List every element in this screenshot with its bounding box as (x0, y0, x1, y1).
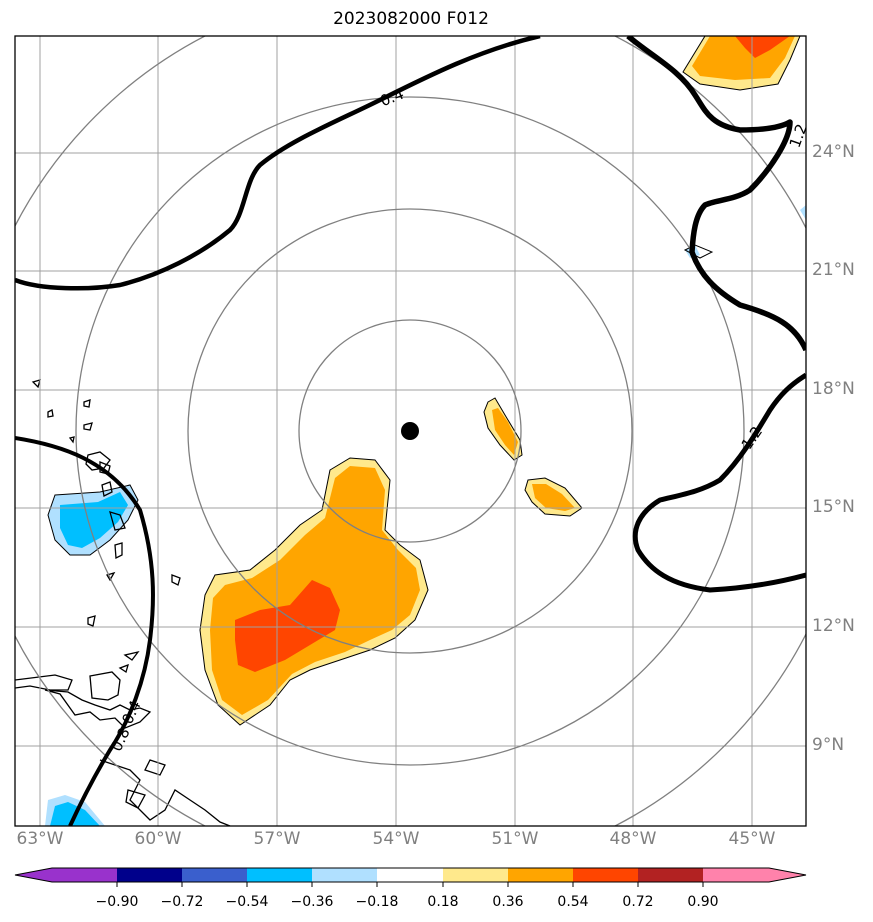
lat-label-12n: 12°N (812, 616, 855, 636)
storm-center-marker (401, 422, 419, 440)
map-title: 2023082000 F012 (333, 9, 489, 29)
lon-label-63w: 63°W (16, 829, 64, 849)
lon-label-57w: 57°W (253, 829, 301, 849)
lon-label-48w: 48°W (609, 829, 657, 849)
colorbar-tick-label: 0.18 (427, 894, 459, 910)
plot-frame (14, 35, 807, 827)
anomaly-fill-small (484, 398, 582, 516)
colorbar-tick-label: 0.72 (622, 894, 654, 910)
colorbar-tick-label: −0.72 (160, 894, 204, 910)
lon-label-45w: 45°W (728, 829, 776, 849)
colorbar-tick-label: −0.90 (95, 894, 139, 910)
colorbar-tick-label: 0.54 (557, 894, 589, 910)
thick-contours (15, 36, 806, 826)
colorbar-tick-label: −0.18 (355, 894, 399, 910)
colorbar-tick-label: −0.36 (290, 894, 334, 910)
colorbar-tick-label: −0.54 (225, 894, 269, 910)
contour-label-4: 0.4 (118, 698, 144, 727)
lon-label-51w: 51°W (491, 829, 539, 849)
coastlines (15, 379, 231, 826)
anomaly-fill-southwest (200, 458, 428, 725)
lon-label-54w: 54°W (372, 829, 420, 849)
lon-label-60w: 60°W (134, 829, 182, 849)
colorbar-tick-label: 0.36 (492, 894, 524, 910)
thin-contours (47, 36, 801, 726)
lat-label-24n: 24°N (812, 142, 855, 162)
graticule (15, 36, 806, 826)
anomaly-fill-top-right (683, 36, 800, 90)
contour-label-2: 1.2 (786, 122, 811, 151)
colorbar (14, 867, 807, 887)
range-rings (15, 36, 806, 826)
lat-label-15n: 15°N (812, 497, 855, 517)
negative-fill (45, 205, 806, 826)
colorbar-tick-label: 0.90 (687, 894, 719, 910)
lat-label-18n: 18°N (812, 379, 855, 399)
lat-label-21n: 21°N (812, 260, 855, 280)
lat-label-9n: 9°N (812, 735, 845, 755)
